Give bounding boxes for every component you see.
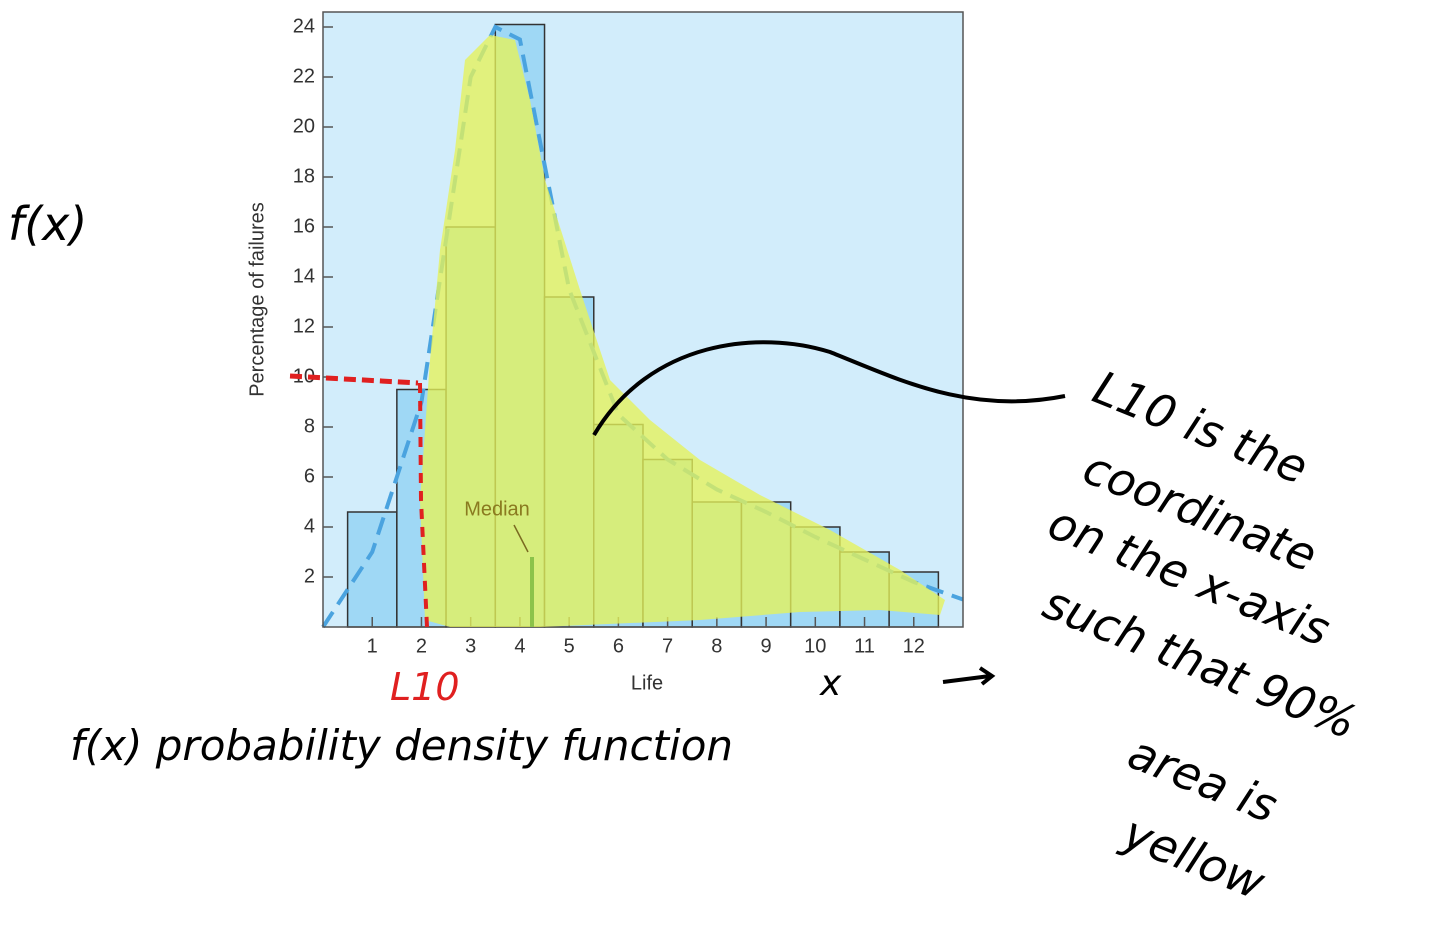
x-tick-label: 11	[854, 635, 875, 657]
hand-l10: L10	[390, 665, 460, 709]
x-tick-label: 12	[903, 635, 925, 657]
x-tick-label: 6	[613, 635, 624, 657]
y-tick-label: 12	[293, 315, 315, 337]
x-tick-label: 10	[804, 635, 826, 657]
y-tick-label: 10	[293, 365, 315, 387]
y-tick-label: 20	[293, 115, 315, 137]
x-tick-label: 3	[465, 635, 476, 657]
plot-frame	[322, 11, 964, 628]
bar	[346, 511, 398, 628]
pointer-curve	[592, 340, 1066, 437]
red-dashed-horizontal	[289, 373, 419, 386]
hand-x: x	[819, 663, 842, 704]
median-label: Median	[464, 498, 530, 520]
hand-caption: f(x) probability density function	[70, 721, 733, 770]
arrow	[942, 666, 996, 686]
y-axis-label: Percentage of failures	[246, 202, 268, 397]
hand-fx: f(x)	[8, 197, 87, 251]
x-tick-label: 5	[564, 635, 575, 657]
y-tick-label: 22	[293, 65, 315, 87]
y-tick-label: 6	[304, 465, 315, 487]
y-tick-label: 2	[304, 565, 315, 587]
median-arrow	[513, 524, 529, 553]
x-axis-label: Life	[631, 672, 663, 694]
y-tick-label: 16	[293, 215, 315, 237]
x-tick-label: 4	[514, 635, 525, 657]
y-tick-label: 4	[304, 515, 315, 537]
yellow-highlight	[420, 35, 945, 627]
x-tick-label: 7	[662, 635, 673, 657]
x-tick-label: 8	[711, 635, 722, 657]
y-tick-label: 18	[293, 165, 315, 187]
x-tick-label: 9	[761, 635, 772, 657]
y-tick-label: 24	[293, 15, 315, 37]
x-tick-label: 2	[416, 635, 427, 657]
red-dashed-vertical	[418, 382, 429, 628]
x-tick-label: 1	[367, 635, 378, 657]
y-tick-label: 8	[304, 415, 315, 437]
y-tick-label: 14	[293, 265, 315, 287]
